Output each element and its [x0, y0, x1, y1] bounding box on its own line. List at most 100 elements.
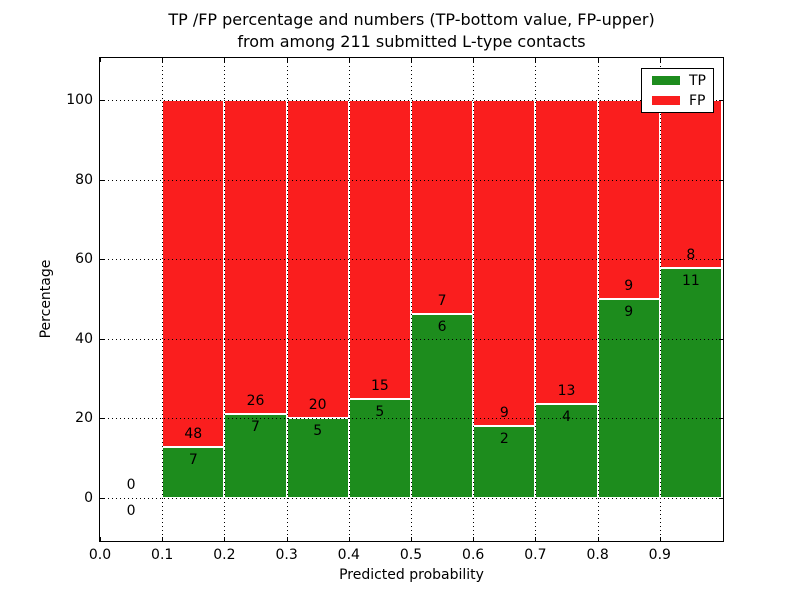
gridline-horizontal: [100, 259, 723, 261]
fp-count-label: 48: [184, 426, 203, 443]
tp-count-label: 6: [437, 319, 447, 336]
gridline-vertical: [224, 58, 226, 541]
bar-fp-segment: [535, 100, 598, 405]
y-tick-mark: [100, 418, 104, 420]
gridline-vertical: [162, 58, 164, 541]
y-tick-mark: [100, 498, 104, 499]
x-tick-label: 0.3: [275, 547, 298, 563]
fp-count-label: 9: [624, 278, 634, 294]
legend-item-fp: FP: [652, 92, 713, 109]
y-tick-mark: [100, 338, 104, 340]
fp-count-label: 13: [557, 383, 576, 400]
y-tick-label: 0: [84, 490, 93, 506]
y-tick-label: 20: [75, 410, 93, 427]
bar-fp-segment: [473, 100, 536, 426]
x-tick-label: 0.7: [524, 547, 547, 563]
fp-count-label: 8: [686, 246, 696, 263]
tp-count-label: 9: [624, 304, 634, 320]
y-tick-label: 60: [75, 251, 93, 268]
chart-title-line2: from among 211 submitted L-type contacts: [237, 32, 586, 51]
tp-count-label: 0: [126, 503, 136, 519]
x-tick-label: 0.2: [213, 547, 236, 563]
legend-item-tp: TP: [652, 72, 713, 89]
x-tick-mark: [473, 58, 475, 62]
fp-count-label: 20: [308, 397, 327, 414]
gridline-vertical: [659, 58, 661, 541]
y-tick-mark: [719, 418, 723, 420]
x-tick-mark: [473, 537, 475, 541]
bar-tp-segment: [473, 425, 536, 498]
y-axis-label: Percentage: [38, 259, 54, 339]
x-tick-mark: [286, 58, 288, 62]
x-axis-label: Predicted probability: [339, 567, 484, 583]
x-tick-mark: [162, 537, 164, 541]
bar-fp-segment: [162, 100, 225, 448]
x-tick-mark: [659, 58, 661, 62]
fp-count-label: 7: [437, 293, 447, 310]
x-tick-mark: [100, 537, 101, 541]
x-tick-mark: [411, 58, 412, 62]
gridline-vertical: [348, 58, 350, 541]
legend: TP FP: [641, 68, 714, 113]
x-tick-mark: [597, 537, 599, 541]
y-tick-mark: [100, 259, 104, 261]
gridline-vertical: [473, 58, 475, 541]
x-tick-mark: [224, 537, 226, 541]
x-tick-mark: [411, 537, 412, 541]
x-tick-mark: [162, 58, 164, 62]
gridline-horizontal: [100, 418, 723, 420]
plot-area: 0 0 48 7 26 7 20 5 15 5 7 6 9 2 13 4 9 9 8 11: [99, 57, 724, 542]
y-tick-mark: [719, 259, 723, 261]
tp-count-label: 7: [188, 452, 198, 469]
bar-fp-segment: [411, 100, 474, 315]
gridline-vertical: [597, 58, 599, 541]
y-tick-mark: [719, 498, 723, 499]
chart-title: TP /FP percentage and numbers (TP-bottom…: [100, 9, 723, 53]
fp-count-label: 0: [126, 477, 136, 493]
x-tick-label: 0.5: [399, 547, 423, 563]
tp-count-label: 11: [681, 272, 700, 289]
x-tick-mark: [659, 537, 661, 541]
x-tick-label: 0.8: [586, 547, 609, 563]
bar-fp-segment: [597, 100, 660, 299]
chart-title-line1: TP /FP percentage and numbers (TP-bottom…: [168, 10, 655, 29]
x-tick-mark: [535, 537, 537, 541]
tp-count-label: 5: [313, 423, 323, 440]
bar-tp-segment: [162, 447, 225, 498]
y-tick-mark: [719, 100, 723, 101]
x-tick-label: 0.6: [462, 547, 485, 563]
bar-fp-segment: [348, 100, 411, 399]
fp-count-label: 15: [370, 377, 389, 394]
bar-tp-segment: [659, 267, 722, 498]
x-tick-label: 0.1: [151, 547, 174, 563]
gridline-vertical: [411, 58, 412, 541]
y-tick-mark: [719, 338, 723, 340]
bar-tp-segment: [597, 299, 660, 498]
gridline-vertical: [286, 58, 288, 541]
x-tick-label: 0.4: [337, 547, 360, 563]
bar-fp-segment: [659, 100, 722, 268]
tp-count-label: 2: [499, 430, 509, 447]
x-tick-label: 0.0: [88, 547, 112, 563]
tp-count-label: 5: [375, 403, 385, 420]
x-tick-label: 0.9: [648, 547, 671, 563]
y-tick-mark: [100, 100, 104, 101]
x-tick-mark: [348, 537, 350, 541]
tp-count-label: 7: [251, 418, 260, 435]
x-tick-mark: [100, 58, 101, 62]
tp-count-label: 4: [562, 409, 571, 426]
bar-tp-segment: [411, 314, 474, 498]
bar-fp-segment: [224, 100, 287, 414]
gridline-horizontal: [100, 100, 723, 101]
x-tick-mark: [535, 58, 537, 62]
gridline-vertical: [535, 58, 537, 541]
fp-count-label: 9: [499, 404, 509, 421]
x-tick-mark: [597, 58, 599, 62]
x-tick-mark: [224, 58, 226, 62]
gridline-horizontal: [100, 498, 723, 499]
x-tick-mark: [348, 58, 350, 62]
tp-swatch-icon: [652, 76, 680, 85]
bar-tp-segment: [224, 413, 287, 498]
y-tick-label: 100: [66, 92, 93, 108]
